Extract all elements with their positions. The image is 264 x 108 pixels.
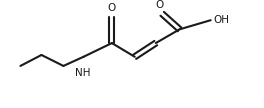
Text: O: O: [155, 0, 164, 10]
Text: NH: NH: [75, 68, 90, 78]
Text: O: O: [108, 3, 116, 13]
Text: OH: OH: [213, 15, 229, 25]
